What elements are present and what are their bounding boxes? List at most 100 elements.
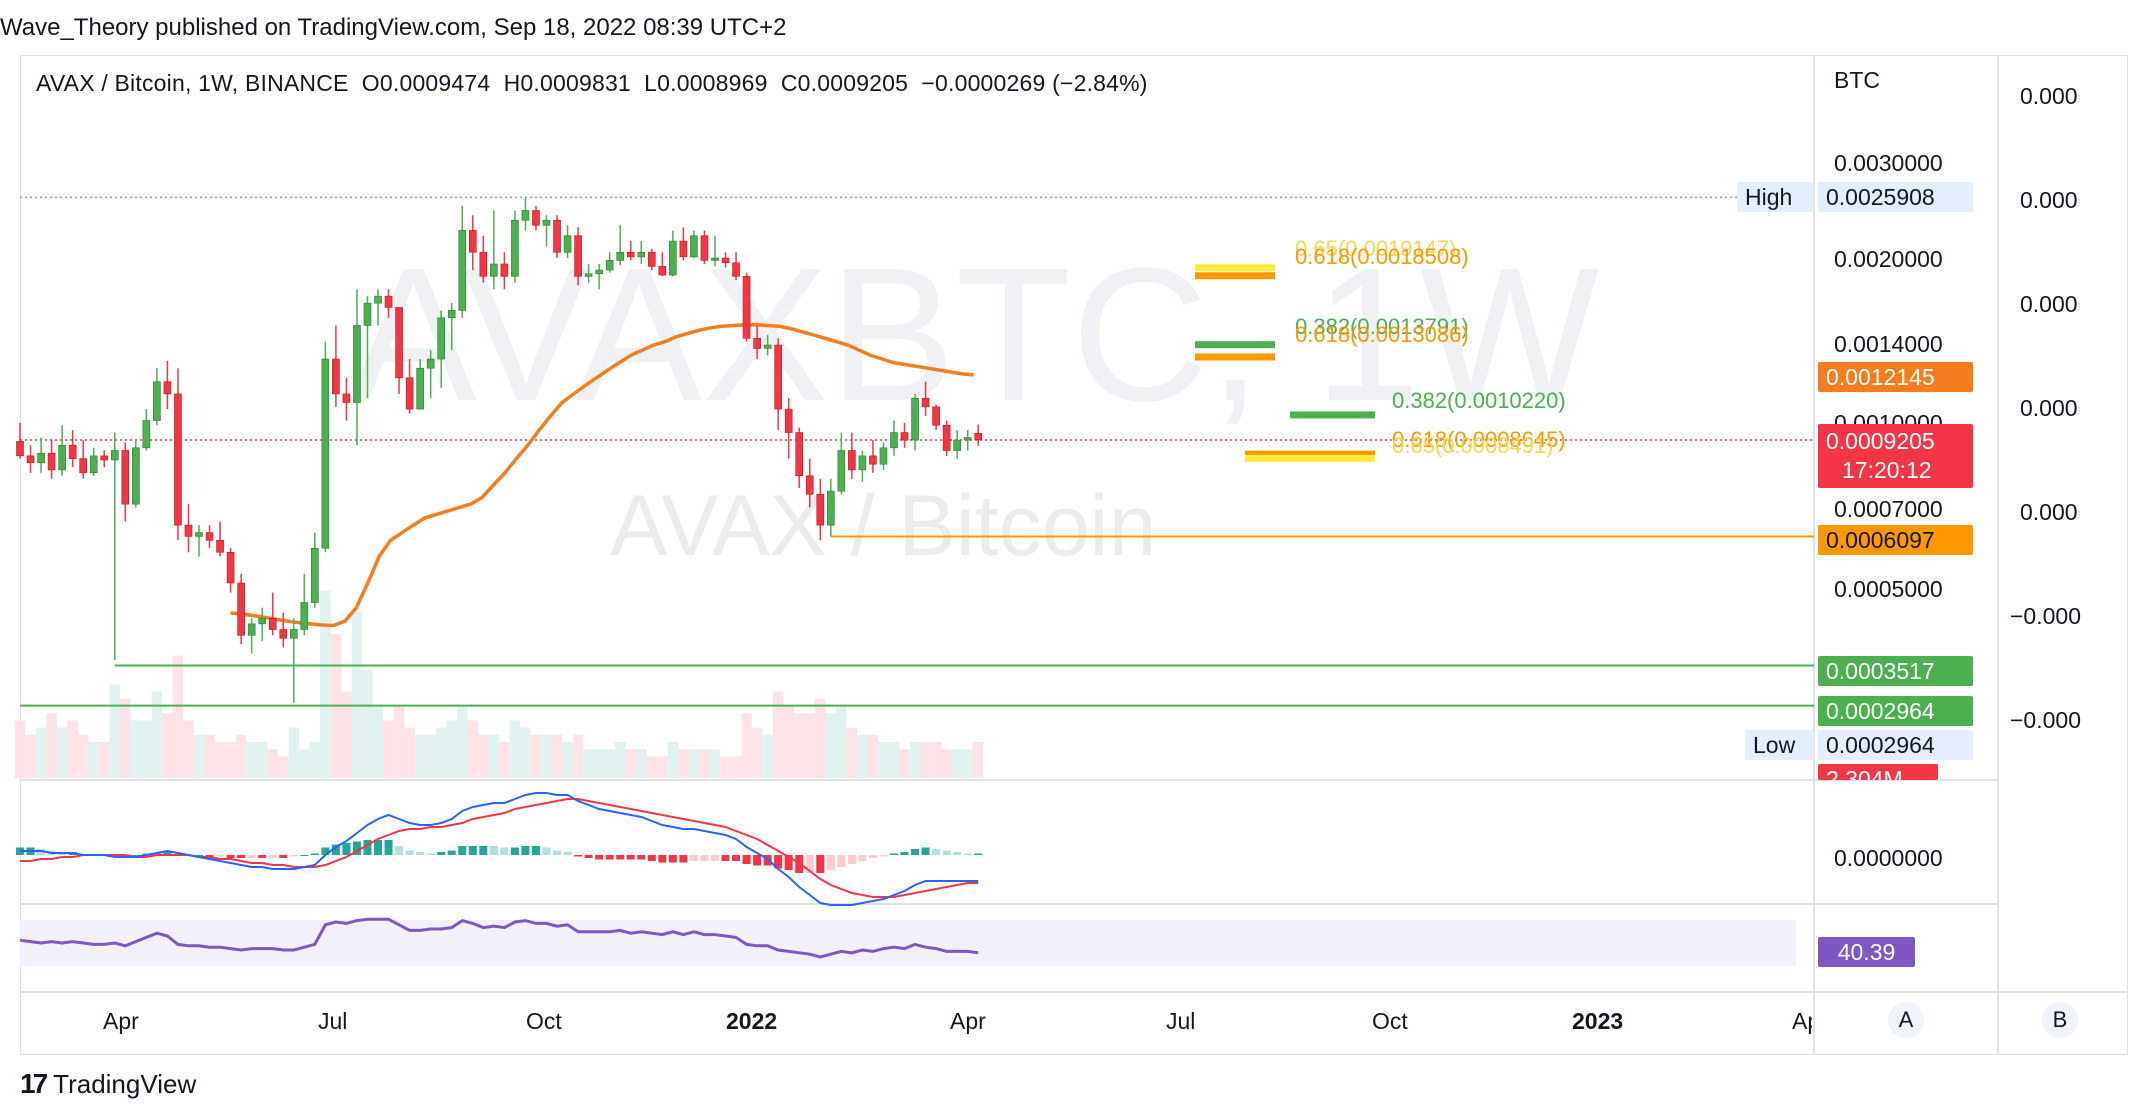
macd-histogram-bar (584, 855, 593, 858)
candle-body (37, 452, 45, 464)
candle-body (16, 441, 24, 457)
volume-bar (56, 727, 68, 778)
candle-body (784, 408, 793, 433)
macd-histogram-bar (458, 846, 467, 855)
candle-body (342, 393, 351, 403)
high-tag: High (1737, 182, 1814, 212)
footer-brand[interactable]: 17 TradingView (20, 1068, 196, 1100)
candle-body (163, 381, 172, 395)
candle-body (942, 424, 951, 451)
volume-bar (604, 749, 615, 778)
volume-bar (909, 742, 921, 778)
volume-bar (488, 734, 500, 778)
volume-bar (456, 706, 468, 778)
macd-histogram-bar (742, 855, 751, 864)
secondary-tick: 0.000 (2020, 83, 2078, 109)
fib-zone (1195, 272, 1275, 280)
volume-bar (141, 720, 152, 778)
fib-label: 0.382(0.0010220) (1392, 388, 1566, 413)
candle-body (89, 455, 98, 474)
scale-b-button[interactable]: B (2042, 1002, 2078, 1038)
volume-bar (888, 742, 900, 778)
symbol-label[interactable]: AVAX / Bitcoin, 1W, BINANCE (36, 70, 349, 96)
fib-label: 0.65(0.0008491) (1392, 433, 1553, 458)
candle-body (700, 235, 709, 261)
candle-body (721, 257, 730, 264)
macd-histogram-bar (395, 846, 404, 855)
macd-histogram-bar (595, 855, 604, 860)
candle-body (753, 338, 761, 349)
candle-body (332, 358, 340, 395)
volume-bar (204, 734, 215, 778)
candle-body (142, 420, 151, 449)
candle-body (279, 629, 288, 639)
low-tag: Low (1745, 730, 1814, 760)
volume-bar (846, 727, 858, 778)
macd-histogram-bar (879, 855, 888, 857)
macd-histogram-bar (942, 850, 951, 855)
volume-bar (614, 742, 626, 778)
candle-body (26, 455, 35, 464)
ohlc-close: C0.0009205 (780, 70, 909, 96)
volume-bar (35, 727, 47, 778)
scale-a-button[interactable]: A (1888, 1002, 1924, 1038)
candle-body (816, 493, 825, 526)
macd-signal-line (20, 798, 979, 898)
x-tick: 2022 (726, 1008, 778, 1034)
candle-body (869, 455, 877, 465)
fib-layer (1195, 264, 1375, 462)
volume-bar (762, 734, 773, 778)
volume-bar (804, 713, 816, 778)
brand-name: TradingView (53, 1068, 197, 1099)
macd-histogram-bar (437, 852, 446, 855)
volume-bar (541, 734, 552, 778)
candle-body (374, 295, 382, 304)
volume-bar (951, 749, 963, 778)
volume-bar (751, 727, 763, 778)
macd-histogram-bar (489, 846, 498, 855)
candle-body (416, 367, 424, 410)
volume-bar (130, 720, 142, 778)
fib-zone (1245, 450, 1375, 458)
candle-body (216, 539, 224, 553)
bar-countdown: 17:20:12 (1842, 457, 1932, 483)
volume-bar (393, 706, 405, 778)
candle-body (184, 524, 193, 537)
volume-bar (562, 742, 573, 778)
macd-layer (16, 792, 983, 906)
fib-label: 0.618(0.0018508) (1295, 244, 1469, 269)
candle-body (647, 251, 656, 267)
candle-body (774, 344, 782, 410)
x-tick: Apr (950, 1008, 986, 1034)
ohlc-low: L0.0008969 (644, 70, 768, 96)
volume-bar (193, 734, 205, 778)
volume-bar (772, 691, 784, 778)
macd-histogram-bar (679, 855, 688, 863)
publisher-line: Wave_Theory published on TradingView.com… (0, 14, 787, 41)
secondary-tick: 0.000 (2020, 395, 2078, 421)
macd-histogram-bar (195, 855, 204, 856)
macd-histogram-bar (300, 855, 309, 856)
volume-bar (857, 734, 868, 778)
candle-body (121, 450, 130, 505)
macd-line (20, 792, 979, 906)
x-tick: Apr (103, 1008, 139, 1034)
candle-body (953, 439, 961, 451)
volume-bar (162, 713, 173, 778)
candle-body (584, 273, 593, 277)
candle-body (563, 235, 572, 253)
macd-histogram-bar (563, 852, 572, 855)
fib-zone (1290, 411, 1375, 419)
macd-histogram-bar (426, 853, 435, 855)
candle-body (732, 262, 740, 277)
ohlc-change: −0.0000269 (−2.84%) (921, 70, 1148, 96)
candle-body (289, 629, 298, 639)
volume-bar (235, 734, 247, 778)
macd-histogram-bar (405, 850, 414, 855)
fib-label: 0.618(0.0013086) (1295, 322, 1469, 347)
fib-zone (1195, 264, 1275, 272)
volume-bar (783, 706, 794, 778)
candle-body (827, 490, 835, 526)
candle-body (237, 582, 245, 636)
